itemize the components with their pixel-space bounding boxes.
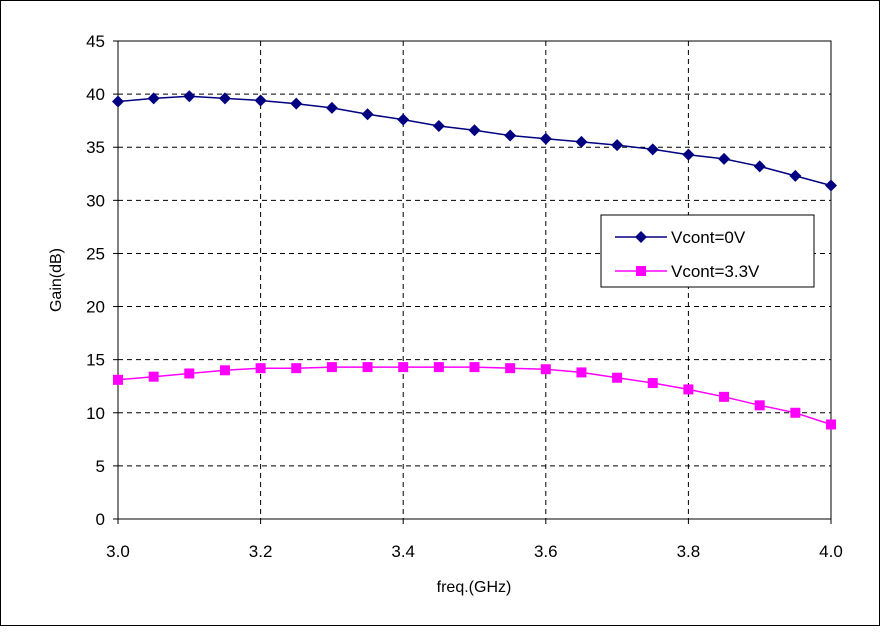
grid-lines	[118, 41, 831, 519]
data-point-diamond	[682, 148, 695, 161]
data-point-diamond	[361, 108, 374, 121]
y-tick-label: 5	[96, 457, 105, 476]
y-axis-tick-labels: 0 5 10 15 20 25 30 35 40 45	[86, 32, 118, 529]
data-point-square	[826, 419, 836, 430]
x-tick-label: 4.0	[819, 542, 843, 561]
data-point-diamond	[789, 169, 802, 182]
data-point-square	[362, 362, 373, 373]
x-tick-label: 3.6	[534, 542, 558, 561]
legend-marker-vcont-3-3v	[636, 266, 646, 276]
data-point-square	[719, 391, 730, 402]
x-tick-label: 3.2	[249, 542, 273, 561]
data-point-square	[612, 372, 623, 383]
y-tick-label: 35	[86, 138, 105, 157]
data-point-diamond	[539, 132, 552, 145]
data-point-square	[219, 365, 230, 376]
data-point-square	[148, 371, 159, 382]
data-point-diamond	[183, 90, 196, 103]
series-vcont-3-3v	[113, 362, 836, 430]
data-point-diamond	[468, 124, 481, 137]
series-vcont-0v	[112, 90, 837, 192]
data-point-square	[683, 384, 694, 395]
series-layer	[112, 90, 837, 430]
data-point-diamond	[325, 101, 338, 114]
data-point-square	[326, 362, 337, 373]
data-point-square	[184, 368, 195, 379]
data-point-diamond	[611, 139, 624, 152]
data-point-square	[505, 363, 516, 374]
data-point-diamond	[147, 92, 160, 105]
data-point-diamond	[112, 95, 124, 108]
data-point-square	[469, 362, 480, 373]
legend-label-vcont-0v: Vcont=0V	[671, 228, 746, 247]
data-point-diamond	[718, 152, 731, 165]
legend: Vcont=0V Vcont=3.3V	[600, 214, 815, 288]
data-point-square	[540, 364, 551, 375]
data-point-square	[647, 378, 658, 389]
data-point-diamond	[504, 129, 517, 142]
data-point-square	[113, 374, 123, 385]
data-point-diamond	[575, 135, 588, 148]
data-point-square	[576, 367, 587, 378]
data-point-square	[255, 363, 266, 374]
y-tick-label: 10	[86, 404, 105, 423]
data-point-diamond	[753, 160, 766, 173]
data-point-diamond	[825, 179, 837, 192]
x-tick-label: 3.8	[677, 542, 701, 561]
data-point-diamond	[432, 119, 445, 132]
y-tick-label: 20	[86, 298, 105, 317]
y-tick-label: 25	[86, 244, 105, 263]
data-point-diamond	[646, 143, 659, 156]
y-tick-label: 40	[86, 85, 105, 104]
x-axis-title: freq.(GHz)	[437, 579, 512, 596]
y-tick-label: 45	[86, 32, 105, 51]
data-point-diamond	[290, 97, 303, 110]
legend-marker-vcont-0v	[635, 231, 647, 243]
y-tick-label: 15	[86, 351, 105, 370]
x-tick-label: 3.0	[106, 542, 130, 561]
data-point-diamond	[254, 94, 267, 107]
data-point-diamond	[397, 113, 410, 126]
x-tick-label: 3.4	[391, 542, 415, 561]
legend-label-vcont-3-3v: Vcont=3.3V	[671, 262, 760, 281]
data-point-square	[790, 407, 801, 418]
x-axis-tick-labels: 3.0 3.2 3.4 3.6 3.8 4.0	[106, 519, 843, 561]
y-tick-label: 0	[96, 510, 105, 529]
y-tick-label: 30	[86, 191, 105, 210]
data-point-square	[433, 362, 444, 373]
data-point-square	[398, 362, 409, 373]
data-point-square	[291, 363, 302, 374]
y-axis-title: Gain(dB)	[48, 248, 65, 312]
data-point-square	[754, 400, 765, 411]
data-point-diamond	[218, 92, 231, 105]
